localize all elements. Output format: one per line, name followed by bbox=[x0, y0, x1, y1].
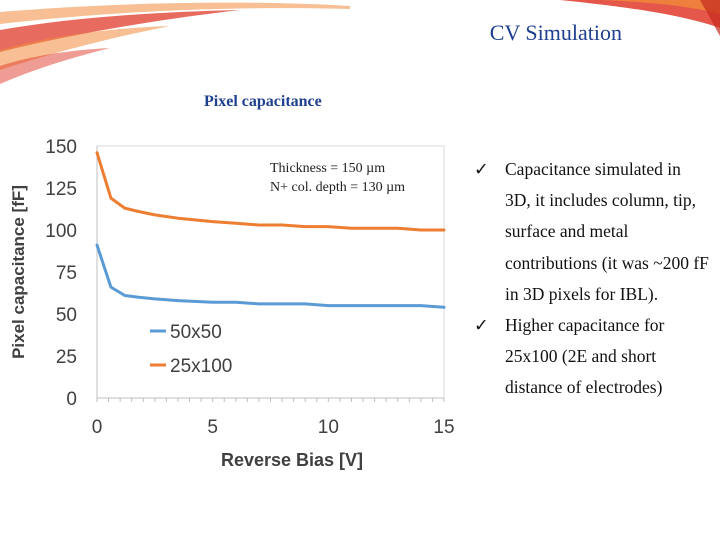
chart-legend: 50x50 25x100 bbox=[150, 322, 232, 377]
y-tick-label: 125 bbox=[45, 179, 77, 200]
capacitance-chart: 0 25 50 75 100 125 150 0 5 10 15 Pixel capacitanc… bbox=[9, 137, 455, 470]
x-tick-labels: 0 5 10 15 bbox=[92, 417, 455, 438]
y-axis-label: Pixel capacitance [fF] bbox=[9, 185, 28, 359]
y-tick-labels: 0 25 50 75 100 125 150 bbox=[45, 137, 77, 410]
x-axis-label: Reverse Bias [V] bbox=[221, 450, 363, 470]
x-tick-label: 5 bbox=[207, 417, 218, 438]
note-item: ✓ Capacitance simulated in 3D, it includ… bbox=[474, 154, 710, 310]
y-tick-label: 150 bbox=[45, 137, 77, 158]
series-line-25x100 bbox=[95, 151, 446, 232]
notes-list: ✓ Capacitance simulated in 3D, it includ… bbox=[474, 154, 710, 404]
check-icon: ✓ bbox=[474, 159, 489, 179]
note-text: Higher capacitance for 25x100 (2E and sh… bbox=[505, 315, 665, 398]
note-item: ✓ Higher capacitance for 25x100 (2E and … bbox=[474, 310, 710, 404]
slide-title: CV Simulation bbox=[489, 20, 622, 45]
x-tick-label: 15 bbox=[433, 417, 454, 438]
annotation-column-depth: N+ col. depth = 130 µm bbox=[270, 180, 405, 195]
y-tick-label: 100 bbox=[45, 221, 77, 242]
chart-annotation: Thickness = 150 µm N+ col. depth = 130 µ… bbox=[270, 161, 405, 195]
legend-label-50x50: 50x50 bbox=[170, 322, 222, 343]
y-tick-label: 25 bbox=[56, 347, 77, 368]
x-tick-label: 10 bbox=[318, 417, 339, 438]
legend-label-25x100: 25x100 bbox=[170, 356, 232, 377]
x-tick-label: 0 bbox=[92, 417, 103, 438]
header-swoosh-decoration bbox=[0, 0, 720, 84]
series-lines bbox=[95, 151, 446, 309]
y-tick-label: 75 bbox=[56, 263, 77, 284]
check-icon: ✓ bbox=[474, 315, 489, 336]
x-minor-ticks bbox=[96, 398, 445, 402]
section-label: Pixel capacitance bbox=[204, 93, 322, 110]
y-tick-label: 0 bbox=[66, 389, 77, 410]
series-line-50x50 bbox=[95, 243, 446, 309]
y-tick-label: 50 bbox=[56, 305, 77, 326]
note-text: Capacitance simulated in 3D, it includes… bbox=[505, 159, 709, 304]
annotation-thickness: Thickness = 150 µm bbox=[270, 161, 385, 176]
